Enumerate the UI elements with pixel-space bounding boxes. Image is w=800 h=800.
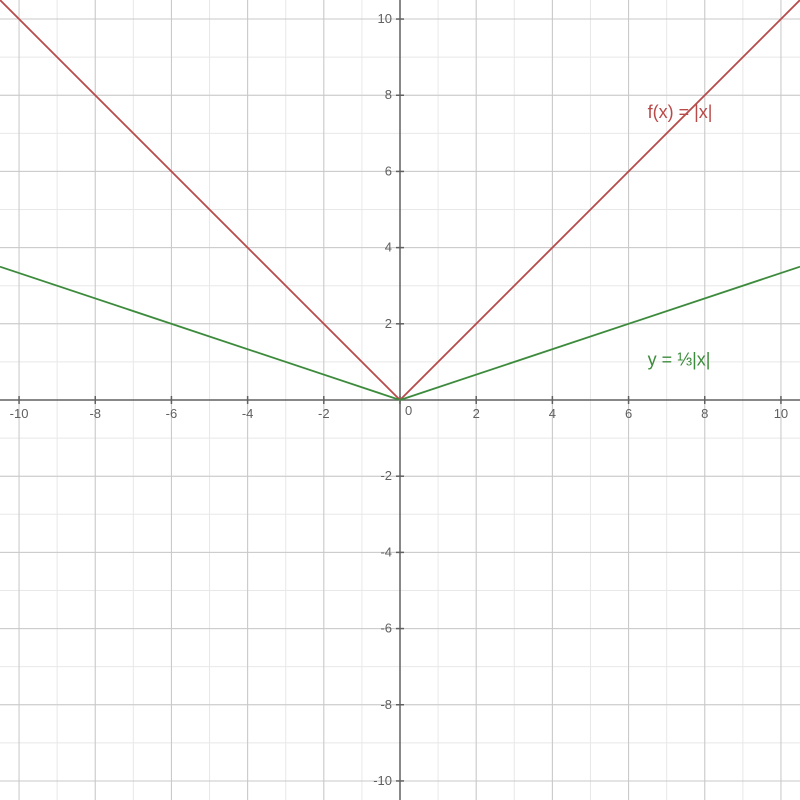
- x-tick-label: -4: [242, 406, 254, 421]
- x-tick-label: -6: [166, 406, 178, 421]
- y-tick-label: 2: [385, 316, 392, 331]
- origin-label: 0: [405, 403, 412, 418]
- series-label-f_abs: f(x) = |x|: [648, 102, 713, 122]
- coordinate-plane: -10 -8 -6 -4 -2 0 2 4 6 8 10 -10 -8 -6 -4 -2 2 4 6 8 10 f(x) …: [0, 0, 800, 800]
- x-tick-label: 10: [774, 406, 788, 421]
- x-tick-label: 8: [701, 406, 708, 421]
- chart-svg: -10 -8 -6 -4 -2 0 2 4 6 8 10 -10 -8 -6 -4 -2 2 4 6 8 10 f(x) …: [0, 0, 800, 800]
- series-label-y_third_abs: y = ⅓|x|: [648, 350, 711, 370]
- x-tick-label: 2: [473, 406, 480, 421]
- y-tick-label: -8: [380, 697, 392, 712]
- x-tick-label: -2: [318, 406, 330, 421]
- y-tick-label: -6: [380, 621, 392, 636]
- x-tick-label: -8: [89, 406, 101, 421]
- y-tick-label: -2: [380, 468, 392, 483]
- x-tick-label: -10: [10, 406, 29, 421]
- y-tick-label: -4: [380, 544, 392, 559]
- y-tick-label: -10: [373, 773, 392, 788]
- y-tick-label: 4: [385, 240, 392, 255]
- y-tick-label: 6: [385, 163, 392, 178]
- y-tick-label: 8: [385, 87, 392, 102]
- x-tick-label: 6: [625, 406, 632, 421]
- x-tick-label: 4: [549, 406, 556, 421]
- y-tick-label: 10: [378, 11, 392, 26]
